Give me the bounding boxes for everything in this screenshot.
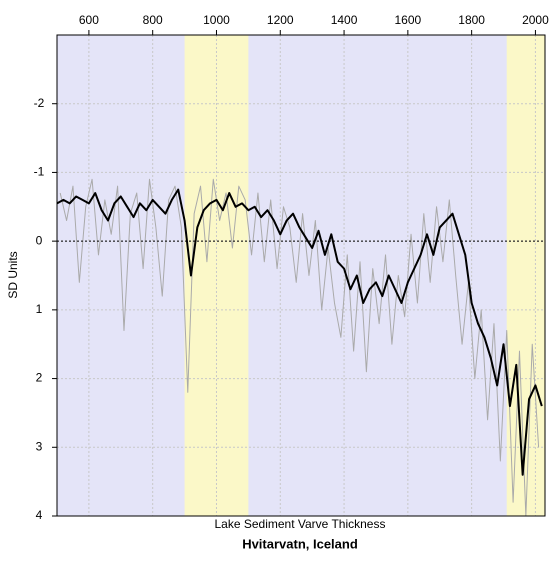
x-tick-label: 600 <box>79 13 99 27</box>
chart-subtitle: Lake Sediment Varve Thickness <box>215 517 386 531</box>
x-tick-label: 1800 <box>458 13 485 27</box>
y-tick-label: 2 <box>36 371 43 385</box>
x-tick-label: 2000 <box>522 13 549 27</box>
y-tick-label: 3 <box>36 439 43 453</box>
y-tick-label: -2 <box>34 96 45 110</box>
series-line <box>59 178 540 516</box>
x-tick-label: 1200 <box>267 13 294 27</box>
x-tick-label: 1600 <box>394 13 421 27</box>
y-axis-label: SD Units <box>6 251 20 298</box>
plot-background <box>57 35 545 516</box>
y-tick-label: -1 <box>34 165 45 179</box>
plot-frame <box>56 34 546 517</box>
y-tick-label: 1 <box>36 302 43 316</box>
y-tick-label: 4 <box>36 508 43 522</box>
x-tick-label: 1400 <box>331 13 358 27</box>
x-tick-label: 1000 <box>203 13 230 27</box>
chart-title: Hvitarvatn, Iceland <box>242 536 358 551</box>
y-tick-label: 0 <box>36 233 43 247</box>
x-tick-label: 800 <box>143 13 163 27</box>
